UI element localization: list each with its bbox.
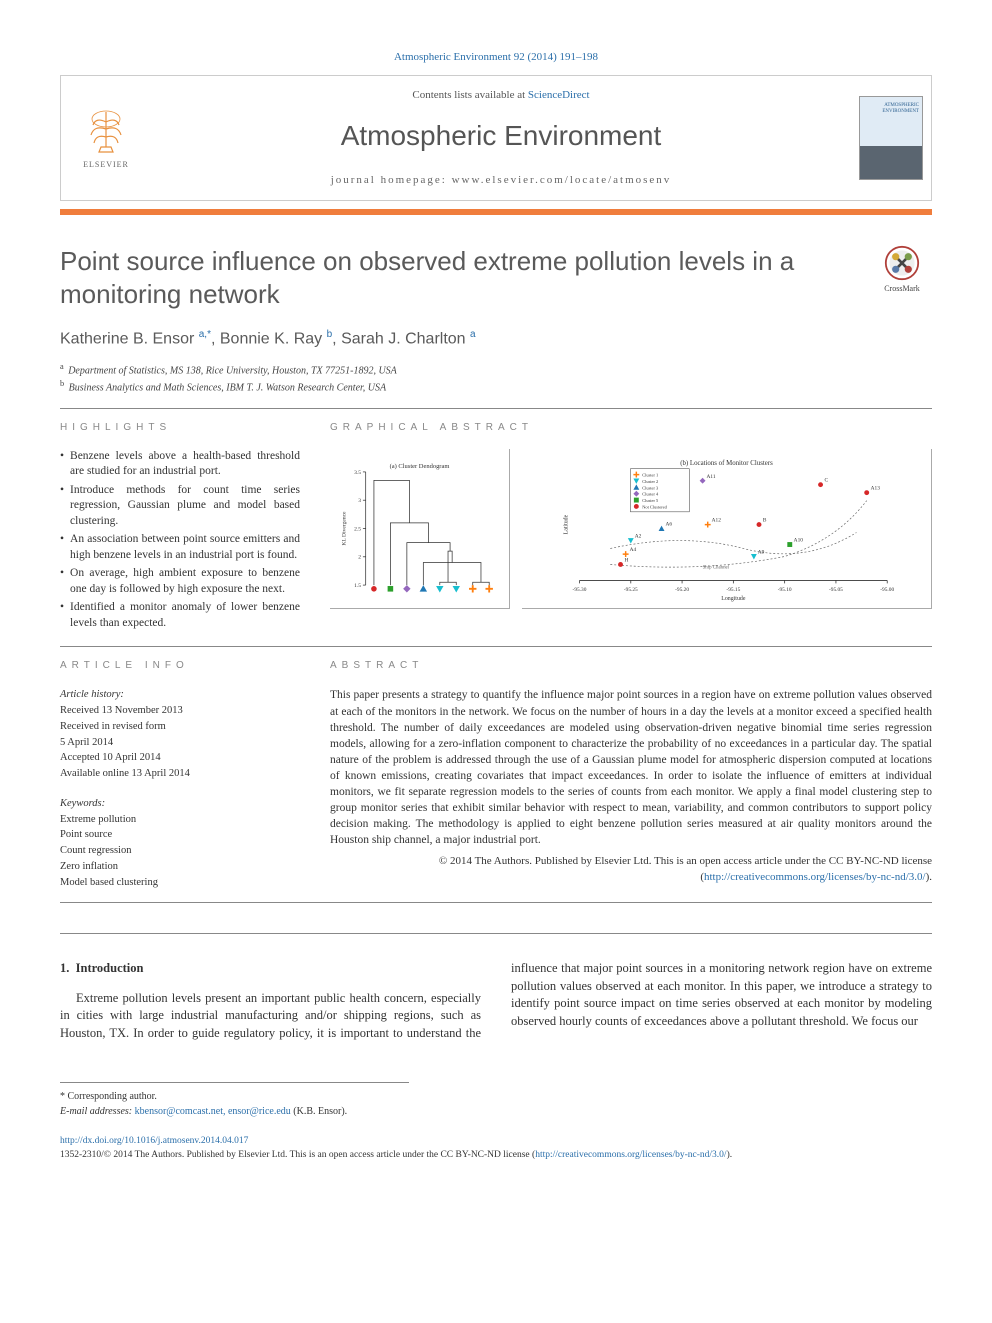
license-link[interactable]: http://creativecommons.org/licenses/by-n… bbox=[704, 871, 926, 883]
svg-text:A6: A6 bbox=[665, 521, 672, 527]
svg-text:(a) Cluster Dendogram: (a) Cluster Dendogram bbox=[390, 463, 450, 470]
svg-text:Ship Channel: Ship Channel bbox=[703, 565, 730, 570]
accent-bar bbox=[60, 209, 932, 215]
graphical-abstract-heading: GRAPHICAL ABSTRACT bbox=[330, 421, 932, 435]
highlight-item: Introduce methods for count time series … bbox=[60, 483, 300, 530]
highlight-item: An association between point source emit… bbox=[60, 532, 300, 563]
keyword: Zero inflation bbox=[60, 859, 300, 875]
keyword: Extreme pollution bbox=[60, 812, 300, 828]
abstract-heading: ABSTRACT bbox=[330, 659, 932, 673]
journal-name: Atmospheric Environment bbox=[163, 116, 839, 155]
svg-text:-95.15: -95.15 bbox=[726, 587, 740, 593]
map-panel: (b) Locations of Monitor Clusters -95.30 -… bbox=[522, 449, 932, 609]
svg-text:A9: A9 bbox=[758, 549, 765, 555]
svg-text:-95.05: -95.05 bbox=[829, 587, 843, 593]
svg-text:(b) Locations of Monitor Clust: (b) Locations of Monitor Clusters bbox=[680, 460, 773, 467]
svg-text:-95.25: -95.25 bbox=[624, 587, 638, 593]
highlights-list: Benzene levels above a health-based thre… bbox=[60, 449, 300, 632]
divider bbox=[60, 646, 932, 647]
section-heading: 1. Introduction bbox=[60, 960, 481, 978]
svg-text:A12: A12 bbox=[712, 517, 722, 523]
footer-license-link[interactable]: http://creativecommons.org/licenses/by-n… bbox=[535, 1150, 726, 1160]
article-info-heading: ARTICLE INFO bbox=[60, 659, 300, 673]
contents-line: Contents lists available at ScienceDirec… bbox=[163, 88, 839, 103]
corresponding-author: * Corresponding author. bbox=[60, 1089, 409, 1104]
history-line: 5 April 2014 bbox=[60, 735, 300, 751]
copyright-line: © 2014 The Authors. Published by Elsevie… bbox=[330, 854, 932, 886]
svg-text:Latitude: Latitude bbox=[564, 514, 570, 534]
divider bbox=[60, 408, 932, 409]
svg-text:B: B bbox=[763, 517, 767, 523]
svg-text:Cluster 4: Cluster 4 bbox=[642, 491, 659, 496]
svg-text:2: 2 bbox=[358, 554, 361, 560]
divider bbox=[60, 902, 932, 903]
dendrogram-panel: (a) Cluster Dendogram 1.5 2 2.5 3 3.5 KL Diver… bbox=[330, 449, 510, 609]
highlights-heading: HIGHLIGHTS bbox=[60, 421, 300, 435]
history-line: Accepted 10 April 2014 bbox=[60, 750, 300, 766]
body-columns: 1. Introduction Extreme pollution levels… bbox=[60, 960, 932, 1042]
svg-text:Cluster 5: Cluster 5 bbox=[642, 498, 659, 503]
highlight-item: On average, high ambient exposure to ben… bbox=[60, 566, 300, 597]
email-label: E-mail addresses: bbox=[60, 1106, 132, 1117]
svg-text:Longitude: Longitude bbox=[721, 596, 746, 602]
svg-text:A10: A10 bbox=[794, 537, 804, 543]
history-line: Available online 13 April 2014 bbox=[60, 766, 300, 782]
svg-text:KL Divergence: KL Divergence bbox=[341, 511, 347, 546]
svg-text:A2: A2 bbox=[635, 533, 642, 539]
doi-link[interactable]: http://dx.doi.org/10.1016/j.atmosenv.201… bbox=[60, 1136, 248, 1146]
svg-text:-95.10: -95.10 bbox=[778, 587, 792, 593]
email-person: (K.B. Ensor). bbox=[293, 1106, 347, 1117]
article-info: Article history: Received 13 November 20… bbox=[60, 687, 300, 890]
history-line: Received 13 November 2013 bbox=[60, 703, 300, 719]
authors-line: Katherine B. Ensor a,*, Bonnie K. Ray b,… bbox=[60, 328, 932, 351]
svg-text:A4: A4 bbox=[630, 547, 637, 553]
keyword: Point source bbox=[60, 827, 300, 843]
svg-text:A11: A11 bbox=[707, 473, 716, 479]
elsevier-wordmark: ELSEVIER bbox=[83, 159, 129, 170]
svg-text:Cluster 3: Cluster 3 bbox=[642, 485, 659, 490]
article-title: Point source influence on observed extre… bbox=[60, 245, 852, 310]
footnotes: * Corresponding author. E-mail addresses… bbox=[60, 1082, 409, 1119]
journal-cover: ATMOSPHERIC ENVIRONMENT bbox=[851, 76, 931, 200]
svg-text:1.5: 1.5 bbox=[354, 583, 361, 589]
graphical-abstract: (a) Cluster Dendogram 1.5 2 2.5 3 3.5 KL Diver… bbox=[330, 449, 932, 609]
svg-text:-95.20: -95.20 bbox=[675, 587, 689, 593]
svg-text:3: 3 bbox=[358, 498, 361, 504]
highlight-item: Identified a monitor anomaly of lower be… bbox=[60, 600, 300, 631]
citation-header: Atmospheric Environment 92 (2014) 191–19… bbox=[60, 50, 932, 65]
svg-text:Cluster 2: Cluster 2 bbox=[642, 479, 658, 484]
journal-homepage: journal homepage: www.elsevier.com/locat… bbox=[163, 173, 839, 188]
affiliations: a Department of Statistics, MS 138, Rice… bbox=[60, 361, 932, 396]
svg-text:-95.00: -95.00 bbox=[880, 587, 894, 593]
svg-text:3.5: 3.5 bbox=[354, 469, 361, 475]
history-line: Received in revised form bbox=[60, 719, 300, 735]
highlight-item: Benzene levels above a health-based thre… bbox=[60, 449, 300, 480]
cover-title-text: ATMOSPHERIC ENVIRONMENT bbox=[860, 103, 919, 114]
email-link[interactable]: kbensor@comcast.net, ensor@rice.edu bbox=[135, 1106, 291, 1117]
svg-text:Cluster 1: Cluster 1 bbox=[642, 472, 658, 477]
abstract-text: This paper presents a strategy to quanti… bbox=[330, 687, 932, 848]
homepage-url[interactable]: www.elsevier.com/locate/atmosenv bbox=[452, 174, 672, 186]
svg-text:A13: A13 bbox=[871, 485, 881, 491]
svg-text:2.5: 2.5 bbox=[354, 526, 361, 532]
svg-text:-95.30: -95.30 bbox=[573, 587, 587, 593]
svg-text:C: C bbox=[824, 477, 828, 483]
sciencedirect-link[interactable]: ScienceDirect bbox=[528, 89, 590, 101]
page-footer: http://dx.doi.org/10.1016/j.atmosenv.201… bbox=[60, 1135, 932, 1162]
keywords-head: Keywords: bbox=[60, 796, 300, 812]
section-divider bbox=[60, 933, 932, 934]
crossmark-badge[interactable]: CrossMark bbox=[872, 245, 932, 294]
svg-text:H: H bbox=[624, 557, 628, 563]
svg-text:Not Clustered: Not Clustered bbox=[642, 504, 667, 509]
crossmark-label: CrossMark bbox=[884, 283, 920, 294]
journal-header: ELSEVIER Contents lists available at Sci… bbox=[60, 75, 932, 201]
keyword: Count regression bbox=[60, 843, 300, 859]
keyword: Model based clustering bbox=[60, 875, 300, 891]
history-head: Article history: bbox=[60, 687, 300, 703]
elsevier-logo: ELSEVIER bbox=[61, 76, 151, 200]
